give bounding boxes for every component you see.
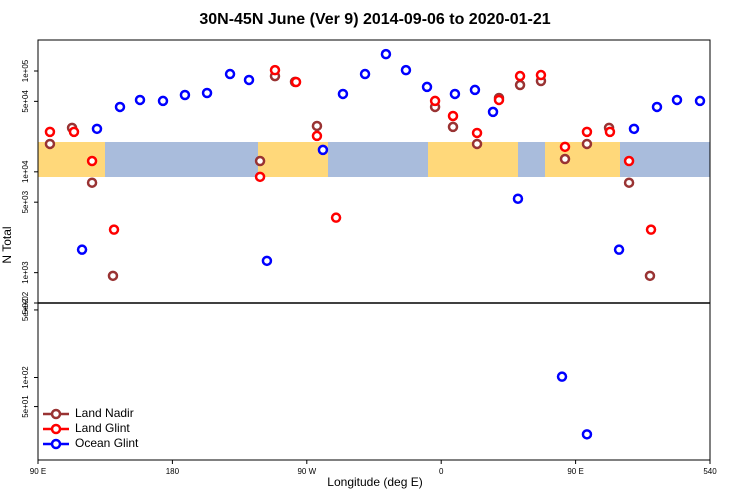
point <box>447 121 459 133</box>
y-tick-label: 1e+03 <box>21 261 30 284</box>
point <box>337 88 349 100</box>
y-tick-label: 5e+04 <box>21 90 30 113</box>
point <box>108 224 120 235</box>
point <box>107 270 119 282</box>
point <box>514 79 526 91</box>
point <box>581 138 593 150</box>
point <box>447 110 459 122</box>
point <box>179 89 191 101</box>
y-tick-label: 1e+02 <box>21 366 30 389</box>
point <box>243 74 255 86</box>
y-tick-label: 5e+01 <box>21 395 30 418</box>
legend-marker <box>50 438 62 450</box>
point <box>471 138 483 150</box>
point <box>556 371 568 382</box>
point <box>559 141 571 153</box>
point <box>671 94 683 106</box>
point <box>694 95 706 107</box>
point <box>114 101 126 113</box>
point <box>651 101 663 113</box>
y-tick-label: 5e+02 <box>21 291 30 314</box>
point <box>201 87 213 99</box>
point <box>254 171 266 183</box>
land-europe <box>428 142 518 177</box>
point <box>68 126 80 138</box>
point <box>535 69 547 81</box>
point <box>514 70 526 82</box>
y-axis-label: N Total <box>0 226 14 263</box>
point <box>134 94 146 106</box>
point <box>613 244 625 255</box>
x-tick-label: 90 E <box>567 467 583 476</box>
point <box>581 429 593 440</box>
chart-title: 30N-45N June (Ver 9) 2014-09-06 to 2020-… <box>199 11 550 28</box>
plot-frame <box>37 302 711 461</box>
point <box>359 68 371 80</box>
point <box>400 64 412 76</box>
point <box>311 120 323 132</box>
point <box>157 95 169 107</box>
point <box>581 126 593 138</box>
point <box>421 81 433 93</box>
x-axis-label: Longitude (deg E) <box>327 475 422 489</box>
point <box>86 177 98 188</box>
point <box>317 144 329 156</box>
point <box>471 127 483 139</box>
point <box>623 177 635 188</box>
point <box>380 48 392 60</box>
point <box>269 64 281 76</box>
point <box>261 255 273 267</box>
legend-marker <box>50 423 62 435</box>
point <box>493 94 505 106</box>
point <box>290 76 302 88</box>
point <box>469 84 481 96</box>
point <box>311 130 323 142</box>
x-tick-label: 90 E <box>30 467 46 476</box>
x-tick-label: 0 <box>439 467 444 476</box>
point <box>76 244 88 255</box>
point <box>512 193 524 204</box>
y-tick-label: 1e+05 <box>21 59 30 82</box>
land-asia-east <box>545 142 620 177</box>
point <box>91 123 103 135</box>
point <box>86 155 98 167</box>
map-band <box>38 142 710 177</box>
point <box>449 88 461 100</box>
legend-label: Land Glint <box>75 421 130 435</box>
point <box>429 95 441 107</box>
point <box>224 68 236 80</box>
x-tick-label: 90 W <box>297 467 316 476</box>
point <box>330 212 342 223</box>
legend-label: Land Nadir <box>75 406 134 420</box>
point <box>44 126 56 138</box>
point <box>644 270 656 282</box>
y-tick-label: 5e+03 <box>21 190 30 213</box>
land-america <box>258 142 328 177</box>
point <box>645 224 657 235</box>
point <box>628 123 640 135</box>
point <box>559 153 571 165</box>
point <box>44 138 56 150</box>
point <box>623 155 635 167</box>
x-tick-label: 180 <box>166 467 180 476</box>
legend-label: Ocean Glint <box>75 436 139 450</box>
x-tick-label: 540 <box>703 467 717 476</box>
point <box>604 126 616 138</box>
y-tick-label: 1e+04 <box>21 160 30 183</box>
y-tick-label: 5e+02 <box>21 298 30 321</box>
legend-marker <box>50 408 62 420</box>
point <box>254 155 266 167</box>
point <box>487 106 499 118</box>
